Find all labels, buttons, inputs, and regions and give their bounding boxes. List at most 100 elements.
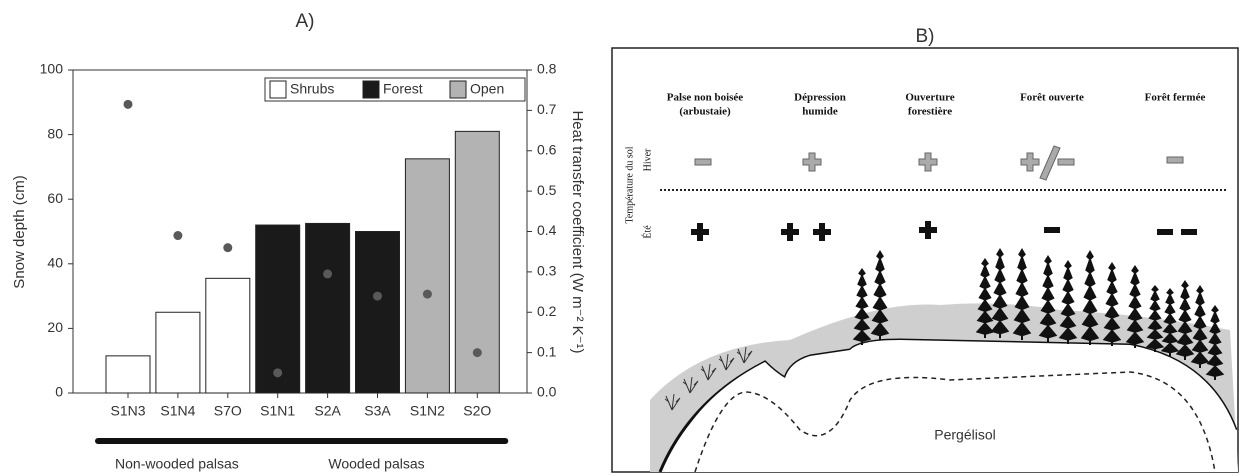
y-tick-label: 40	[47, 255, 63, 271]
plus-icon	[813, 223, 831, 241]
column-heading: Dépression	[794, 92, 846, 104]
minus-icon	[1181, 229, 1197, 235]
dot	[123, 99, 133, 109]
plus-icon	[802, 152, 822, 172]
dot	[373, 291, 382, 301]
plus-icon	[781, 223, 799, 241]
y2-tick-label: 0.4	[537, 222, 557, 238]
permafrost-boundary	[694, 371, 1216, 473]
temperature-icons	[691, 145, 1197, 241]
tree	[1058, 260, 1078, 344]
legend-swatch	[362, 80, 380, 99]
minus-icon	[1044, 227, 1060, 233]
dot	[223, 243, 233, 253]
column-heading: Forêt fermée	[1145, 92, 1206, 104]
column-heading: Palse non boisée	[667, 92, 744, 104]
tree	[852, 268, 872, 345]
tree	[1125, 265, 1145, 348]
y-tick-label: 20	[47, 319, 63, 335]
group-label: Wooded palsas	[328, 456, 424, 472]
row-label: Été	[641, 225, 653, 239]
minus-icon	[1166, 156, 1184, 164]
panel-label: B)	[916, 26, 935, 47]
y2-tick-label: 0.1	[537, 343, 557, 359]
legend-label: Forest	[383, 81, 423, 97]
tree	[990, 248, 1010, 338]
bar	[205, 277, 251, 394]
row-title: Température du sol	[624, 146, 635, 223]
dot	[173, 231, 183, 241]
row-label: Hiver	[642, 148, 653, 171]
y2-tick-label: 0.6	[537, 141, 557, 157]
panel-label: A)	[296, 11, 315, 32]
tree	[975, 258, 995, 338]
x-tick-label: S7O	[214, 403, 242, 419]
dot	[273, 368, 283, 378]
y2-tick-label: 0.7	[537, 101, 557, 117]
legend-swatch	[269, 80, 287, 99]
y2-tick-label: 0.0	[537, 384, 557, 400]
plus-icon	[918, 152, 938, 172]
y2-axis-label: Heat transfer coefficient (W m⁻² K⁻¹)	[569, 110, 586, 353]
plus-icon	[691, 223, 709, 241]
shrub	[736, 346, 753, 364]
tree	[1145, 285, 1165, 352]
y-tick-label: 100	[40, 61, 64, 77]
bar	[105, 355, 151, 394]
x-tick-label: S2A	[314, 403, 341, 419]
bar	[255, 224, 301, 394]
ground-label: Pergélisol	[934, 427, 995, 443]
dot	[472, 348, 482, 358]
tree	[1205, 305, 1225, 380]
bar	[355, 231, 400, 394]
minus-icon	[694, 158, 712, 166]
tree	[1012, 248, 1032, 340]
group-label: Non-wooded palsas	[115, 456, 239, 472]
dot	[323, 269, 333, 279]
y2-tick-label: 0.3	[537, 263, 557, 279]
legend-swatch	[449, 80, 467, 99]
y-tick-label: 60	[47, 190, 63, 206]
y-tick-label: 0	[55, 384, 63, 400]
column-heading: (arbustaie)	[679, 106, 731, 118]
column-heading: humide	[802, 106, 838, 118]
column-heading: Forêt ouverte	[1020, 92, 1084, 104]
shrub	[718, 353, 735, 371]
x-tick-label: S2O	[463, 403, 491, 419]
column-heading: Ouverture	[905, 92, 954, 104]
x-tick-label: S3A	[364, 403, 391, 419]
x-tick-label: S1N4	[160, 403, 195, 419]
tree	[1190, 285, 1210, 368]
tree	[1080, 250, 1100, 345]
plus-icon	[1020, 152, 1040, 172]
y-tick-label: 80	[47, 125, 63, 141]
trees	[664, 248, 1225, 411]
column-heading: forestière	[908, 106, 952, 118]
tree	[870, 250, 890, 340]
tree	[1038, 255, 1058, 342]
y-axis-label: Snow depth (cm)	[11, 175, 28, 288]
y2-tick-label: 0.8	[537, 61, 557, 77]
x-tick-label: S1N1	[260, 403, 295, 419]
y2-tick-label: 0.2	[537, 303, 557, 319]
minus-icon	[1157, 229, 1173, 235]
diagram	[611, 47, 1239, 473]
shrub	[682, 376, 699, 394]
shrub	[664, 393, 681, 411]
y2-tick-label: 0.5	[537, 182, 557, 198]
tree	[1102, 262, 1122, 346]
shrub	[700, 363, 717, 381]
legend-label: Open	[470, 81, 504, 97]
x-tick-label: S1N2	[410, 403, 445, 419]
bar	[155, 311, 201, 394]
dot	[422, 289, 432, 299]
minus-icon	[1057, 158, 1075, 166]
slash-icon	[1039, 145, 1061, 181]
bar	[404, 158, 450, 394]
plus-icon	[919, 221, 937, 239]
tree	[1175, 280, 1195, 360]
x-tick-label: S1N3	[110, 403, 145, 419]
bar	[305, 222, 351, 394]
tree	[1160, 288, 1180, 356]
